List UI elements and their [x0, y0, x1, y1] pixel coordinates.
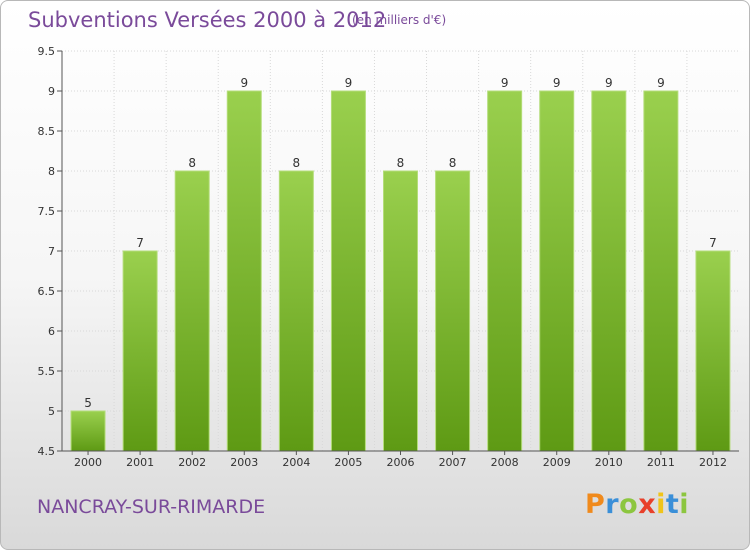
- proxiti-logo[interactable]: Proxiti: [585, 489, 689, 520]
- x-tick-label: 2001: [126, 456, 154, 469]
- bar-2010: [591, 90, 627, 452]
- bar-value-label: 7: [136, 236, 144, 250]
- bar-2012: [695, 250, 731, 452]
- x-tick-label: 2011: [647, 456, 675, 469]
- y-tick-label: 9.5: [38, 45, 56, 58]
- bar-layer: 5 7 8 9 8 9 8 8 9 9 9 9 7: [70, 76, 731, 452]
- bar-value-label: 8: [397, 156, 405, 170]
- bar-value-label: 9: [345, 76, 353, 90]
- logo-letter: r: [605, 489, 620, 520]
- logo-letter: i: [656, 489, 666, 520]
- logo-letter: x: [638, 489, 657, 520]
- bar-2001: [122, 250, 158, 452]
- x-tick-label: 2005: [334, 456, 362, 469]
- x-tick-label: 2004: [282, 456, 310, 469]
- commune-name: NANCRAY-SUR-RIMARDE: [37, 496, 266, 518]
- x-tick-label: 2003: [230, 456, 258, 469]
- y-tick-label: 7: [48, 245, 55, 258]
- bar-2008: [487, 90, 523, 452]
- bar-value-label: 8: [449, 156, 457, 170]
- bar-2005: [330, 90, 366, 452]
- logo-letter: P: [585, 489, 606, 520]
- bar-2004: [278, 170, 314, 452]
- bar-2003: [226, 90, 262, 452]
- y-tick-label: 9: [48, 85, 55, 98]
- axis-layer: 4.5 5 5.5 6 6.5 7 7.5 8 8.5 9 9.5 2000 2001 2002 2003 2…: [38, 45, 739, 469]
- x-tick-label: 2012: [699, 456, 727, 469]
- x-tick-label: 2008: [491, 456, 519, 469]
- bar-2009: [539, 90, 575, 452]
- bar-value-label: 9: [240, 76, 248, 90]
- bar-value-label: 9: [605, 76, 613, 90]
- bar-2006: [383, 170, 418, 452]
- y-tick-label: 8: [48, 165, 55, 178]
- y-tick-label: 5: [48, 405, 55, 418]
- bar-value-label: 8: [188, 156, 196, 170]
- bar-value-label: 5: [84, 396, 92, 410]
- y-tick-label: 4.5: [38, 445, 56, 458]
- bar-value-label: 8: [293, 156, 301, 170]
- logo-letter: t: [665, 489, 680, 520]
- logo-letter: i: [679, 489, 690, 520]
- bar-2011: [643, 90, 679, 452]
- bar-2007: [435, 170, 471, 452]
- bar-2000: [70, 410, 106, 452]
- bar-value-label: 9: [501, 76, 509, 90]
- x-tick-label: 2002: [178, 456, 206, 469]
- x-tick-label: 2006: [387, 456, 415, 469]
- y-tick-label: 7.5: [38, 205, 56, 218]
- logo-letter: o: [619, 489, 639, 520]
- bar-value-label: 7: [709, 236, 717, 250]
- y-tick-label: 6.5: [38, 285, 56, 298]
- y-tick-label: 6: [48, 325, 55, 338]
- y-tick-label: 5.5: [38, 365, 56, 378]
- x-tick-label: 2009: [543, 456, 571, 469]
- chart-unit-label: (en milliers d'€): [352, 13, 447, 27]
- y-tick-label: 8.5: [38, 125, 56, 138]
- chart-title: Subventions Versées 2000 à 2012: [28, 8, 387, 32]
- x-tick-label: 2000: [74, 456, 102, 469]
- bar-value-label: 9: [657, 76, 665, 90]
- bar-2002: [174, 170, 210, 452]
- x-tick-label: 2007: [439, 456, 467, 469]
- bar-value-label: 9: [553, 76, 561, 90]
- x-tick-label: 2010: [595, 456, 623, 469]
